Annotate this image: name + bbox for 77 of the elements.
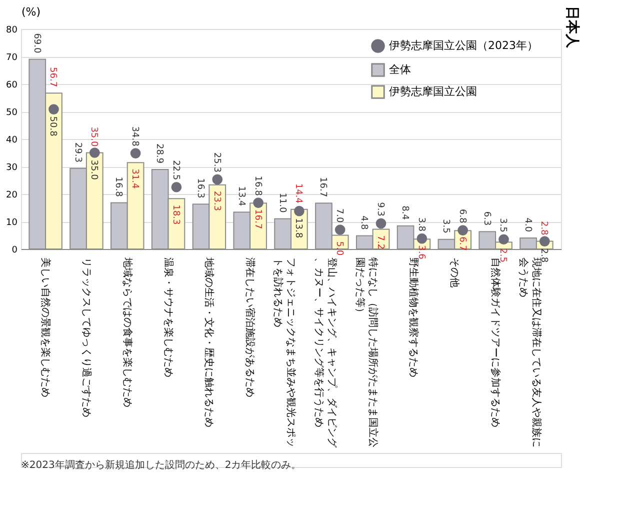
data-label: 16.7 [318, 177, 328, 198]
data-label: 25.3 [211, 152, 222, 172]
data-label: 16.7 [252, 209, 262, 230]
x-tick-label: その他 [448, 258, 461, 288]
data-label: 9.3 [375, 202, 385, 216]
x-tick-label: 温泉・サウナを楽しむため [162, 258, 174, 378]
point [334, 224, 346, 235]
point [171, 182, 182, 192]
point [498, 234, 509, 245]
y-tick-label: 60 [6, 80, 18, 90]
x-tick-label: 自然体験ガイドツアーに参加するため [490, 258, 502, 428]
data-label: 69.0 [31, 33, 42, 54]
y-tick-label: 0 [12, 246, 18, 256]
y-tick-label: 80 [6, 26, 18, 36]
data-label: 31.4 [130, 168, 140, 189]
x-tick-label: リラックスしてゆっくり過ごすため [80, 258, 92, 418]
point [48, 104, 59, 114]
data-label: 3.5 [498, 218, 508, 232]
data-label: 56.7 [48, 67, 58, 88]
x-tick-label: 地域の生活・文化・歴史に触れるため [203, 256, 216, 428]
data-label: 2.8 [538, 220, 549, 236]
data-label: 22.5 [170, 160, 180, 180]
x-tick-label: 登山、ハイキング、キャンプ、ダイビング、カヌー、サイクリング等を行うため [312, 258, 338, 448]
data-label: 6.8 [456, 208, 467, 224]
point [416, 233, 428, 244]
data-label: 13.8 [293, 218, 304, 238]
data-label: 4.8 [358, 215, 369, 230]
data-label: 7.0 [334, 208, 344, 224]
y-tick-label: 70 [6, 53, 18, 63]
data-label: 14.4 [293, 183, 304, 204]
data-label: 34.8 [130, 126, 140, 147]
x-tick-label: 特になし（訪問した場所がたまたま国立公園だった等） [354, 258, 379, 448]
data-label: 35.0 [88, 160, 99, 180]
data-label: 35.0 [88, 126, 99, 148]
data-label: 4.0 [522, 218, 532, 232]
data-label: 7.2 [375, 235, 385, 250]
x-tick-label: 野生動植物を観察するため [408, 258, 420, 378]
data-label: 3.5 [440, 219, 450, 234]
data-label: 18.3 [170, 204, 180, 225]
data-label: 11.0 [276, 192, 287, 214]
y-tick-label: 10 [6, 218, 18, 228]
y-tick-label: 20 [6, 190, 18, 200]
text: ※2023年調査から新規追加した設問のため、2カ年比較のみ。 [21, 459, 302, 471]
legend-label: 全体 [389, 63, 411, 76]
data-label: 16.8 [252, 176, 262, 196]
y-axis-title: (%) [22, 6, 41, 18]
point [294, 206, 304, 216]
data-label: 16.8 [113, 176, 124, 198]
legend-label: 伊勢志摩国立公園（2023年） [389, 39, 538, 52]
point [376, 218, 386, 229]
x-tick-label: フォトジェニックなまち並みや観光スポットを訪れるため [272, 258, 297, 448]
x-tick-label: 地域ならではの食事を楽しむため [121, 256, 134, 408]
data-label: 23.3 [211, 190, 222, 211]
data-label: 6.3 [481, 211, 492, 226]
point [253, 198, 264, 208]
data-label: 8.4 [400, 206, 410, 220]
x-tick-label: 滞在したい宿泊施設があるため [244, 258, 256, 398]
data-label: 13.4 [236, 186, 246, 206]
point [89, 148, 100, 158]
chart-title: 日本人 [564, 6, 580, 49]
data-label: 50.8 [48, 116, 58, 137]
point [130, 148, 141, 158]
x-tick-label: 美しい自然の景観を楽しむため [40, 258, 52, 398]
point [212, 174, 223, 185]
data-label: 29.3 [72, 142, 82, 162]
data-label: 5.0 [334, 241, 344, 256]
data-label: 28.9 [154, 143, 164, 164]
legend-label: 伊勢志摩国立公園 [389, 85, 477, 98]
point [539, 236, 550, 246]
data-label: 3.8 [416, 217, 426, 232]
point [458, 225, 468, 236]
data-label: 16.3 [195, 178, 205, 198]
x-tick-label: 現地に在住又は滞在している友人や親族に会うため [517, 258, 542, 448]
y-tick-label: 50 [6, 108, 18, 118]
y-tick-label: 30 [6, 163, 18, 173]
data-label: 6.7 [456, 236, 467, 251]
y-tick-label: 40 [6, 136, 18, 146]
